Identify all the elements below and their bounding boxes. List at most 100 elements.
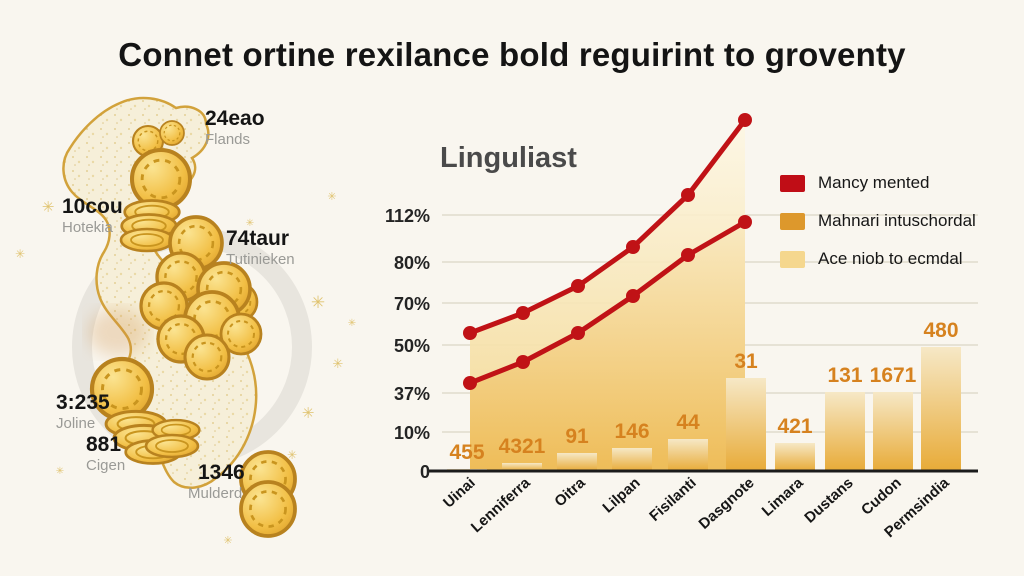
bar-value-label: 4321 xyxy=(499,435,546,458)
chart-value-labels: 455 4321 91 146 44 31 421 131 1671 480 xyxy=(449,319,958,464)
map-label-name: Cigen xyxy=(86,457,126,475)
x-category-label: Lenniferra xyxy=(468,474,534,536)
line-marker xyxy=(626,289,640,303)
map-label-value: 24eao xyxy=(205,107,265,130)
line-marker xyxy=(738,215,752,229)
y-tick-label: 10% xyxy=(394,423,430,443)
line-marker xyxy=(463,376,477,390)
gold-dust-smudge xyxy=(88,308,148,356)
red-line-lower xyxy=(469,219,747,386)
map-label-value: 881 xyxy=(86,433,122,456)
bar-value-label: 455 xyxy=(449,441,484,464)
bar-Fisilanti xyxy=(668,439,708,471)
map-label-joline: 3:235 Joline xyxy=(56,391,110,433)
map-label-name: Mulderd xyxy=(188,485,243,503)
svg-text:✳: ✳ xyxy=(56,466,64,477)
bar-Lilpan xyxy=(612,448,652,471)
x-category-label: Uinai xyxy=(440,474,479,511)
chart-lines xyxy=(463,113,752,390)
svg-text:✳: ✳ xyxy=(327,190,336,203)
legend-item: Mancy mented xyxy=(780,173,976,193)
map-label-name: Joline xyxy=(56,415,96,433)
map-label-value: 1346 xyxy=(198,461,245,484)
line-marker xyxy=(516,306,530,320)
bar-Dustans xyxy=(825,392,865,471)
svg-text:✳: ✳ xyxy=(311,293,325,313)
legend-label: Ace niob to ecmdal xyxy=(818,249,963,268)
svg-text:✳: ✳ xyxy=(348,318,356,329)
y-tick-label: 0 xyxy=(420,462,430,482)
svg-text:✳: ✳ xyxy=(287,448,297,462)
map-label-name: Tutinieken xyxy=(226,251,295,269)
bar-Oitra xyxy=(557,453,597,471)
y-tick-label: 80% xyxy=(394,253,430,273)
svg-text:✳: ✳ xyxy=(333,357,344,372)
bar-Cudon xyxy=(873,392,913,471)
bar-value-label: 44 xyxy=(676,411,700,434)
legend-label: Mancy mented xyxy=(818,173,930,192)
y-tick-label: 37% xyxy=(394,384,430,404)
x-category-label: Fisilanti xyxy=(646,474,700,525)
x-category-label: Oitra xyxy=(551,474,589,510)
line-marker xyxy=(681,188,695,202)
map-label-cigen: 881 Cigen xyxy=(86,433,126,475)
legend-swatch-orange xyxy=(780,212,805,230)
bar-value-label: 421 xyxy=(777,415,812,438)
map-label-name: Hotekia xyxy=(62,219,113,237)
legend-item: Mahnari intuschordal xyxy=(780,211,976,231)
legend-swatch-red xyxy=(780,174,805,192)
line-marker xyxy=(516,355,530,369)
chart-y-tick-labels: 112% 80% 70% 50% 37% 10% 0 xyxy=(385,206,430,482)
map-panel: ✳ ✳ ✳ ✳ ✳ ✳ ✳ ✳ ✳ ✳ ✳ xyxy=(15,96,356,547)
bar-Dasgnote xyxy=(726,378,766,471)
x-category-label: Cudon xyxy=(858,474,905,518)
bar-value-label: 31 xyxy=(734,350,758,373)
svg-text:✳: ✳ xyxy=(42,198,55,216)
line-marker xyxy=(571,326,585,340)
line-marker xyxy=(571,279,585,293)
bar-value-label: 1671 xyxy=(870,364,917,387)
area-fill xyxy=(470,222,745,471)
x-category-label: Dustans xyxy=(801,474,856,526)
legend-item: Ace niob to ecmdal xyxy=(780,249,976,269)
map-label-tutinieken: 74taur Tutinieken xyxy=(226,227,295,269)
red-line-upper xyxy=(469,118,747,336)
chart-title: Linguliast xyxy=(440,142,577,174)
line-marker xyxy=(626,240,640,254)
x-category-label: Limara xyxy=(759,474,807,520)
line-marker xyxy=(681,248,695,262)
map-label-hotekia: 10cou Hotekia xyxy=(62,195,123,237)
page-title: Connet ortine rexilance bold reguirint t… xyxy=(118,36,906,73)
y-tick-label: 112% xyxy=(385,206,430,226)
map-label-mulderd: 1346 Mulderd xyxy=(188,461,245,503)
x-category-label: Lilpan xyxy=(599,474,643,516)
line-marker xyxy=(738,113,752,127)
bar-Lenniferra xyxy=(502,463,542,471)
svg-text:✳: ✳ xyxy=(15,247,25,261)
legend-label: Mahnari intuschordal xyxy=(818,211,976,230)
map-label-value: 10cou xyxy=(62,195,123,218)
chart-legend: Mancy mented Mahnari intuschordal Ace ni… xyxy=(780,173,976,269)
bar-value-label: 146 xyxy=(614,420,649,443)
bar-value-label: 91 xyxy=(565,425,589,448)
bar-value-label: 131 xyxy=(827,364,862,387)
y-tick-label: 50% xyxy=(394,336,430,356)
y-tick-label: 70% xyxy=(394,294,430,314)
svg-text:✳: ✳ xyxy=(246,218,254,229)
map-label-name: Flands xyxy=(205,131,251,149)
map-label-value: 3:235 xyxy=(56,391,110,414)
bar-Limara xyxy=(775,443,815,471)
chart-bars xyxy=(447,347,961,471)
x-category-label: Dasgnote xyxy=(696,474,758,532)
svg-text:✳: ✳ xyxy=(223,534,232,547)
bar-value-label: 480 xyxy=(923,319,958,342)
map-label-flands: 24eao Flands xyxy=(205,107,265,149)
svg-text:✳: ✳ xyxy=(302,404,315,422)
gold-splatter-decor: ✳ ✳ ✳ ✳ ✳ ✳ ✳ ✳ ✳ ✳ ✳ xyxy=(15,190,356,547)
line-marker xyxy=(463,326,477,340)
bar-Permsindia xyxy=(921,347,961,471)
map-label-value: 74taur xyxy=(226,227,290,250)
